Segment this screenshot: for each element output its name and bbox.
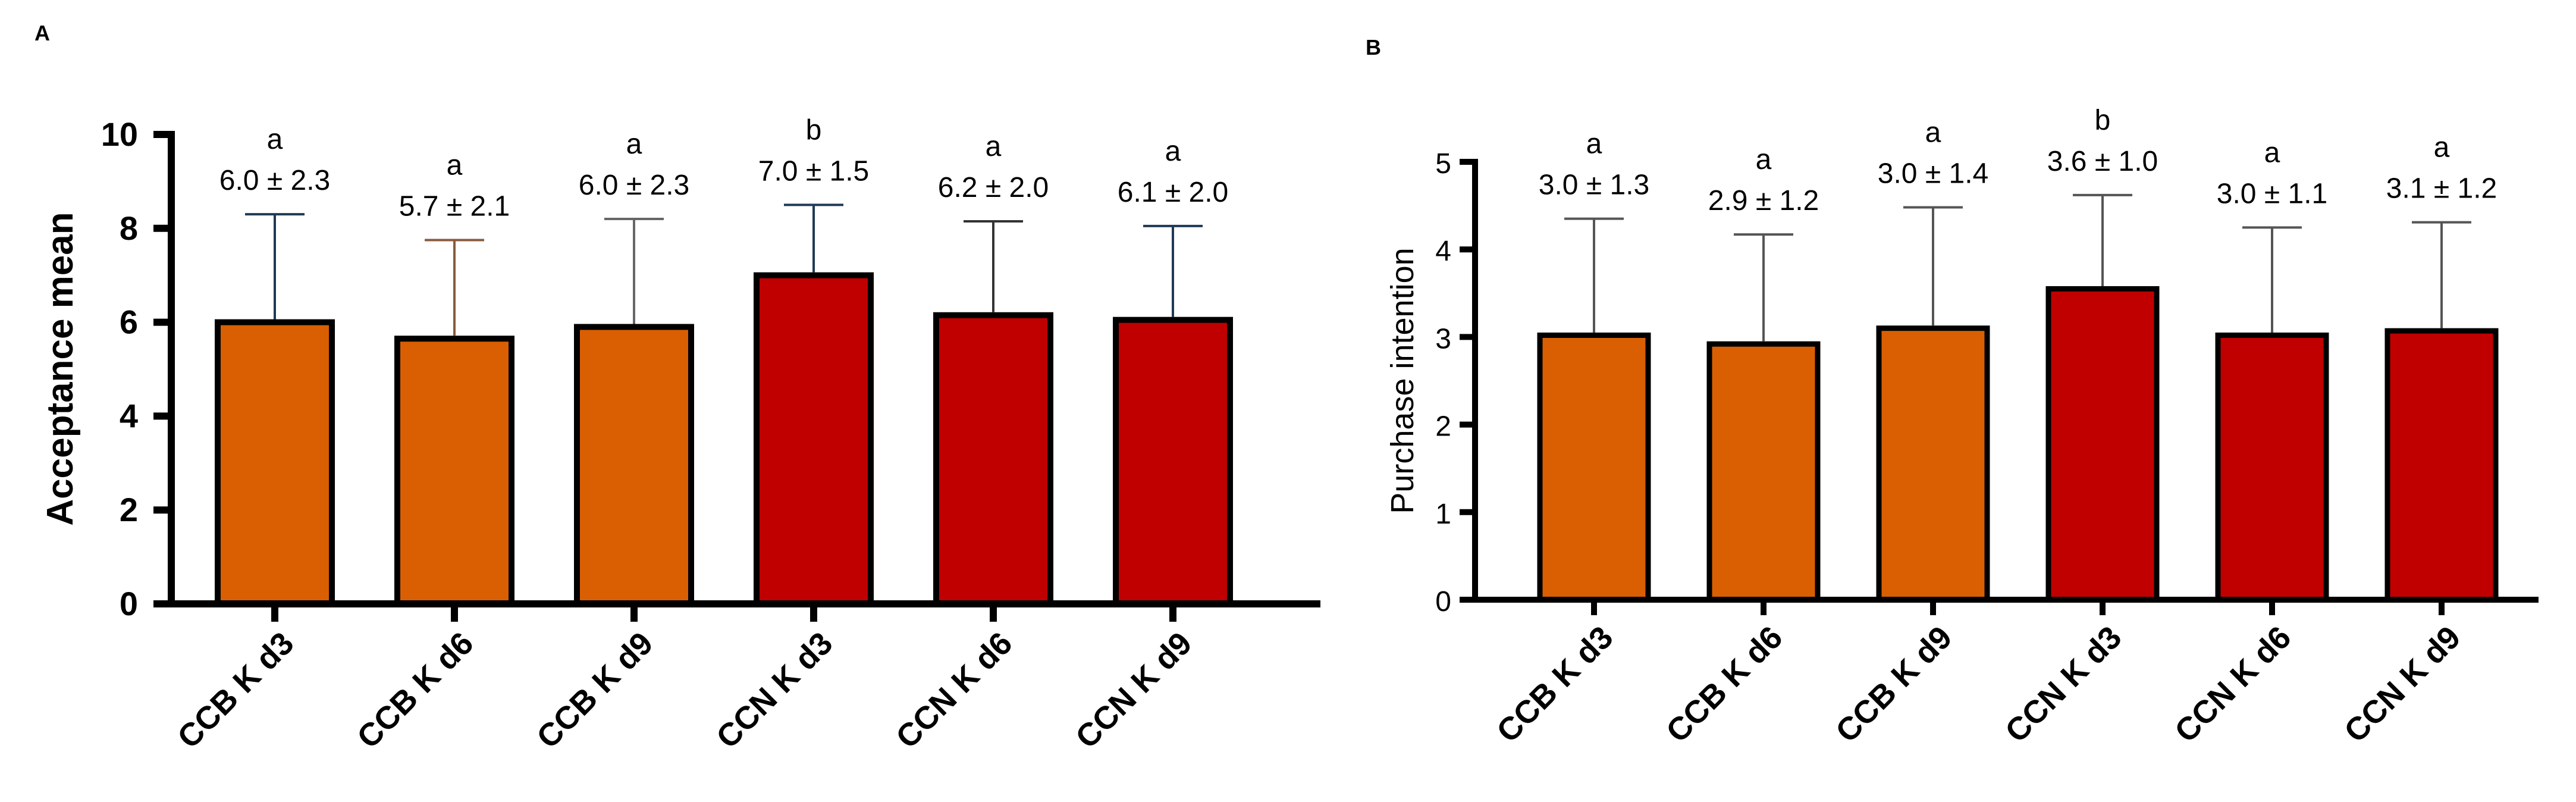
data-label: 6.2 ± 2.0 bbox=[938, 172, 1049, 203]
significance-letter: a bbox=[2434, 132, 2450, 164]
data-label: 3.0 ± 1.1 bbox=[2217, 178, 2327, 209]
y-axis-label-b: Purchase intention bbox=[1385, 248, 1420, 513]
bar bbox=[754, 272, 874, 607]
category-tick-label: CCB K d3 bbox=[171, 625, 301, 756]
significance-letter: a bbox=[986, 131, 1002, 162]
significance-letter: a bbox=[267, 124, 283, 155]
category-tick-label: CCB K d9 bbox=[1829, 619, 1959, 750]
y-tick-label: 3 bbox=[1435, 323, 1451, 355]
y-tick-label: 8 bbox=[120, 209, 138, 247]
data-label: 7.0 ± 1.5 bbox=[758, 155, 869, 187]
data-label: 5.7 ± 2.1 bbox=[399, 191, 510, 223]
y-tick-label: 2 bbox=[1435, 411, 1451, 443]
data-label: 3.0 ± 1.4 bbox=[1878, 158, 1988, 190]
significance-letter: b bbox=[806, 114, 822, 146]
significance-letter: a bbox=[626, 129, 642, 160]
bar bbox=[933, 312, 1053, 607]
y-tick-label: 5 bbox=[1435, 148, 1451, 180]
bar bbox=[1113, 317, 1233, 607]
y-tick-label: 1 bbox=[1435, 499, 1451, 530]
chart-acceptance: 6.0 ± 2.3 a CCB K d3 5.7 ± 2.1 a CCB K d6 6.0 … bbox=[101, 114, 1320, 756]
bar bbox=[1876, 325, 1990, 603]
bar bbox=[2215, 332, 2329, 603]
data-label: 6.0 ± 2.3 bbox=[579, 170, 689, 201]
significance-letter: a bbox=[2264, 137, 2280, 168]
category-tick-label: CCN K d3 bbox=[710, 625, 840, 756]
y-axis-label-a: Acceptance mean bbox=[40, 212, 81, 525]
data-label: 6.0 ± 2.3 bbox=[219, 165, 330, 196]
y-tick-label: 4 bbox=[1435, 236, 1451, 267]
category-tick-label: CCB K d9 bbox=[530, 625, 660, 756]
significance-letter: a bbox=[1165, 136, 1181, 167]
category-tick-label: CCN K d6 bbox=[2168, 619, 2298, 750]
category-tick-label: CCB K d6 bbox=[350, 625, 481, 756]
y-tick-label: 4 bbox=[120, 397, 138, 434]
data-label: 3.6 ± 1.0 bbox=[2047, 146, 2158, 177]
category-tick-label: CCB K d6 bbox=[1659, 619, 1790, 750]
data-label: 2.9 ± 1.2 bbox=[1708, 185, 1819, 217]
panel-label-b: B bbox=[1366, 35, 1381, 59]
bar bbox=[2045, 286, 2160, 603]
category-tick-label: CCN K d9 bbox=[1069, 625, 1199, 756]
data-label: 6.1 ± 2.0 bbox=[1118, 177, 1228, 208]
y-tick-label: 10 bbox=[101, 115, 138, 153]
bar bbox=[574, 324, 694, 607]
significance-letter: b bbox=[2095, 105, 2111, 136]
bar bbox=[215, 319, 335, 607]
significance-letter: a bbox=[447, 150, 463, 181]
y-tick-label: 0 bbox=[1435, 586, 1451, 618]
chart-purchase-intention: 3.0 ± 1.3 a CCB K d3 2.9 ± 1.2 a CCB K d6 3.0 … bbox=[1435, 105, 2539, 750]
category-tick-label: CCN K d3 bbox=[1998, 619, 2129, 750]
y-tick-label: 0 bbox=[120, 585, 138, 622]
data-label: 3.0 ± 1.3 bbox=[1539, 170, 1649, 201]
panel-label-a: A bbox=[34, 21, 50, 45]
bar bbox=[2384, 328, 2499, 603]
significance-letter: a bbox=[1925, 117, 1941, 149]
bar bbox=[1706, 341, 1821, 603]
category-tick-label: CCN K d9 bbox=[2337, 619, 2468, 750]
bar bbox=[1537, 332, 1651, 603]
bar bbox=[394, 336, 514, 607]
category-tick-label: CCN K d6 bbox=[889, 625, 1019, 756]
y-tick-label: 2 bbox=[120, 491, 138, 528]
category-tick-label: CCB K d3 bbox=[1490, 619, 1620, 750]
significance-letter: a bbox=[1586, 129, 1602, 160]
y-tick-label: 6 bbox=[120, 303, 138, 341]
data-label: 3.1 ± 1.2 bbox=[2386, 173, 2497, 205]
significance-letter: a bbox=[1756, 144, 1772, 176]
